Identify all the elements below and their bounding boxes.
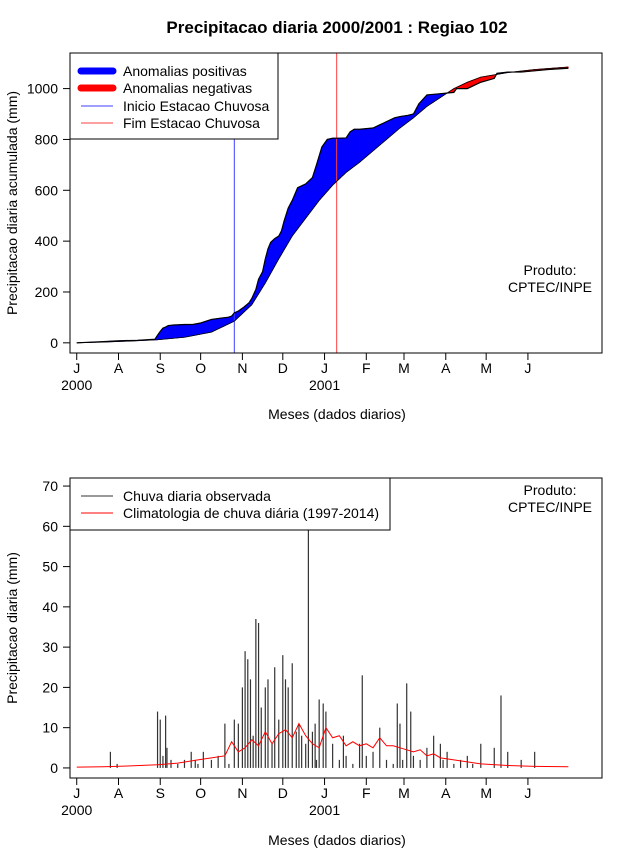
x-tick-label: J	[73, 360, 80, 376]
x-tick-label: O	[195, 785, 206, 801]
x-tick-label: F	[362, 785, 371, 801]
y-tick-label: 600	[35, 182, 59, 198]
observed-cumulative-line	[76, 67, 569, 344]
annotation-line-1: Produto:	[524, 262, 577, 278]
y-tick-label: 40	[42, 599, 58, 615]
x-tick-label: M	[398, 785, 410, 801]
chart-title: Precipitacao diaria 2000/2001 : Regiao 1…	[166, 18, 507, 37]
annotation-line-2: CPTEC/INPE	[508, 499, 592, 515]
y-tick-label: 800	[35, 131, 59, 147]
legend-label-negative: Anomalias negativas	[123, 80, 252, 96]
legend-label-climatology: Climatologia de chuva diária (1997-2014)	[123, 505, 379, 521]
year-label: 2001	[309, 377, 340, 393]
legend: Chuva diaria observada Climatologia de c…	[69, 477, 391, 531]
y-tick-label: 70	[42, 478, 58, 494]
x-tick-label: J	[321, 785, 328, 801]
observed-bars	[109, 530, 536, 768]
y-tick-label: 60	[42, 518, 58, 534]
x-tick-label: S	[156, 785, 165, 801]
legend-label-observed: Chuva diaria observada	[123, 488, 271, 504]
climatology-daily-line	[76, 722, 569, 768]
y-tick-label: 1000	[27, 81, 58, 97]
y-axis-label: Precipitacao diaria acumulada (mm)	[4, 91, 20, 315]
x-axis-label: Meses (dados diarios)	[268, 406, 406, 422]
x-tick-label: O	[195, 360, 206, 376]
y-tick-label: 30	[42, 639, 58, 655]
legend-label-positive: Anomalias positivas	[123, 63, 247, 79]
x-tick-label: F	[362, 360, 371, 376]
x-tick-label: N	[237, 360, 247, 376]
y-axis: 0 200 400 600 800 1000	[27, 81, 71, 351]
y-tick-label: 0	[50, 335, 58, 351]
product-annotation: Produto: CPTEC/INPE	[508, 262, 592, 295]
x-tick-label: M	[480, 785, 492, 801]
x-tick-label: A	[441, 785, 451, 801]
legend-label-onset: Inicio Estacao Chuvosa	[123, 98, 270, 114]
cumulative-chart: Precipitacao diaria 2000/2001 : Regiao 1…	[4, 18, 603, 422]
legend-box	[69, 52, 279, 140]
x-tick-label: J	[524, 360, 531, 376]
y-tick-label: 50	[42, 559, 58, 575]
x-tick-label: N	[237, 785, 247, 801]
x-tick-label: A	[114, 360, 124, 376]
y-axis-label: Precipitacao diaria (mm)	[4, 552, 20, 704]
x-tick-label: J	[321, 360, 328, 376]
climatology-cumulative-line	[76, 66, 569, 344]
year-label: 2001	[309, 802, 340, 818]
legend-box	[69, 477, 391, 531]
climatology-curve	[76, 722, 569, 768]
y-tick-label: 10	[42, 720, 58, 736]
annotation-line-2: CPTEC/INPE	[508, 279, 592, 295]
x-tick-label: A	[114, 785, 124, 801]
cumulative-curves	[76, 66, 569, 344]
y-tick-label: 200	[35, 284, 59, 300]
x-tick-label: A	[441, 360, 451, 376]
year-label: 2000	[61, 377, 92, 393]
x-tick-label: M	[398, 360, 410, 376]
year-label: 2000	[61, 802, 92, 818]
x-tick-label: D	[278, 360, 288, 376]
y-tick-label: 0	[50, 760, 58, 776]
x-tick-label: J	[524, 785, 531, 801]
legend: Anomalias positivas Anomalias negativas …	[69, 52, 279, 140]
x-tick-label: S	[156, 360, 165, 376]
annotation-line-1: Produto:	[524, 482, 577, 498]
x-tick-label: D	[278, 785, 288, 801]
product-annotation: Produto: CPTEC/INPE	[508, 482, 592, 515]
y-axis: 0 10 20 30 40 50 60 70	[42, 478, 71, 776]
x-tick-label: J	[73, 785, 80, 801]
legend-label-end: Fim Estacao Chuvosa	[123, 115, 260, 131]
x-tick-label: M	[480, 360, 492, 376]
y-tick-label: 20	[42, 679, 58, 695]
x-axis-label: Meses (dados diarios)	[268, 832, 406, 848]
y-tick-label: 400	[35, 233, 59, 249]
